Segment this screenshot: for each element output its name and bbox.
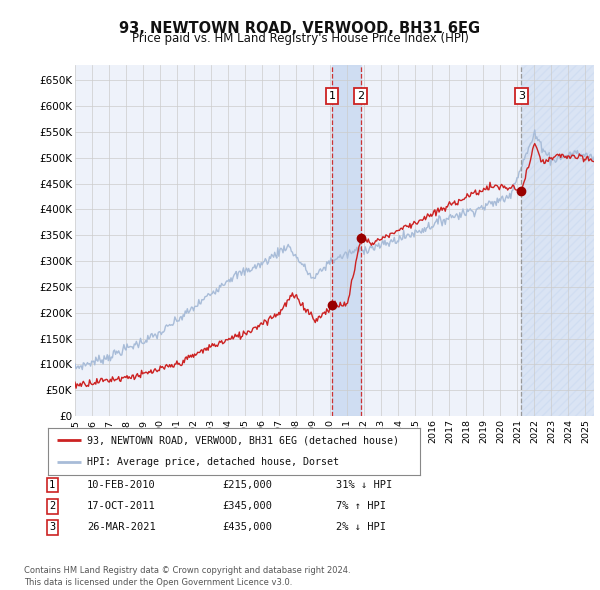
Text: 26-MAR-2021: 26-MAR-2021 (87, 523, 156, 532)
Text: 17-OCT-2011: 17-OCT-2011 (87, 502, 156, 511)
Text: £435,000: £435,000 (222, 523, 272, 532)
Text: £345,000: £345,000 (222, 502, 272, 511)
Text: 2: 2 (49, 502, 55, 511)
Text: 7% ↑ HPI: 7% ↑ HPI (336, 502, 386, 511)
Text: 1: 1 (329, 91, 335, 101)
Bar (521, 65, 594, 416)
Text: HPI: Average price, detached house, Dorset: HPI: Average price, detached house, Dors… (87, 457, 339, 467)
Text: £215,000: £215,000 (222, 480, 272, 490)
Text: 93, NEWTOWN ROAD, VERWOOD, BH31 6EG: 93, NEWTOWN ROAD, VERWOOD, BH31 6EG (119, 21, 481, 35)
Text: 2: 2 (357, 91, 364, 101)
Text: 3: 3 (49, 523, 55, 532)
Text: 1: 1 (49, 480, 55, 490)
Text: Contains HM Land Registry data © Crown copyright and database right 2024.
This d: Contains HM Land Registry data © Crown c… (24, 566, 350, 587)
Text: 2% ↓ HPI: 2% ↓ HPI (336, 523, 386, 532)
Text: 93, NEWTOWN ROAD, VERWOOD, BH31 6EG (detached house): 93, NEWTOWN ROAD, VERWOOD, BH31 6EG (det… (87, 435, 399, 445)
Text: 31% ↓ HPI: 31% ↓ HPI (336, 480, 392, 490)
Bar (332, 65, 361, 416)
Text: 10-FEB-2010: 10-FEB-2010 (87, 480, 156, 490)
Text: Price paid vs. HM Land Registry's House Price Index (HPI): Price paid vs. HM Land Registry's House … (131, 32, 469, 45)
Text: 3: 3 (518, 91, 525, 101)
